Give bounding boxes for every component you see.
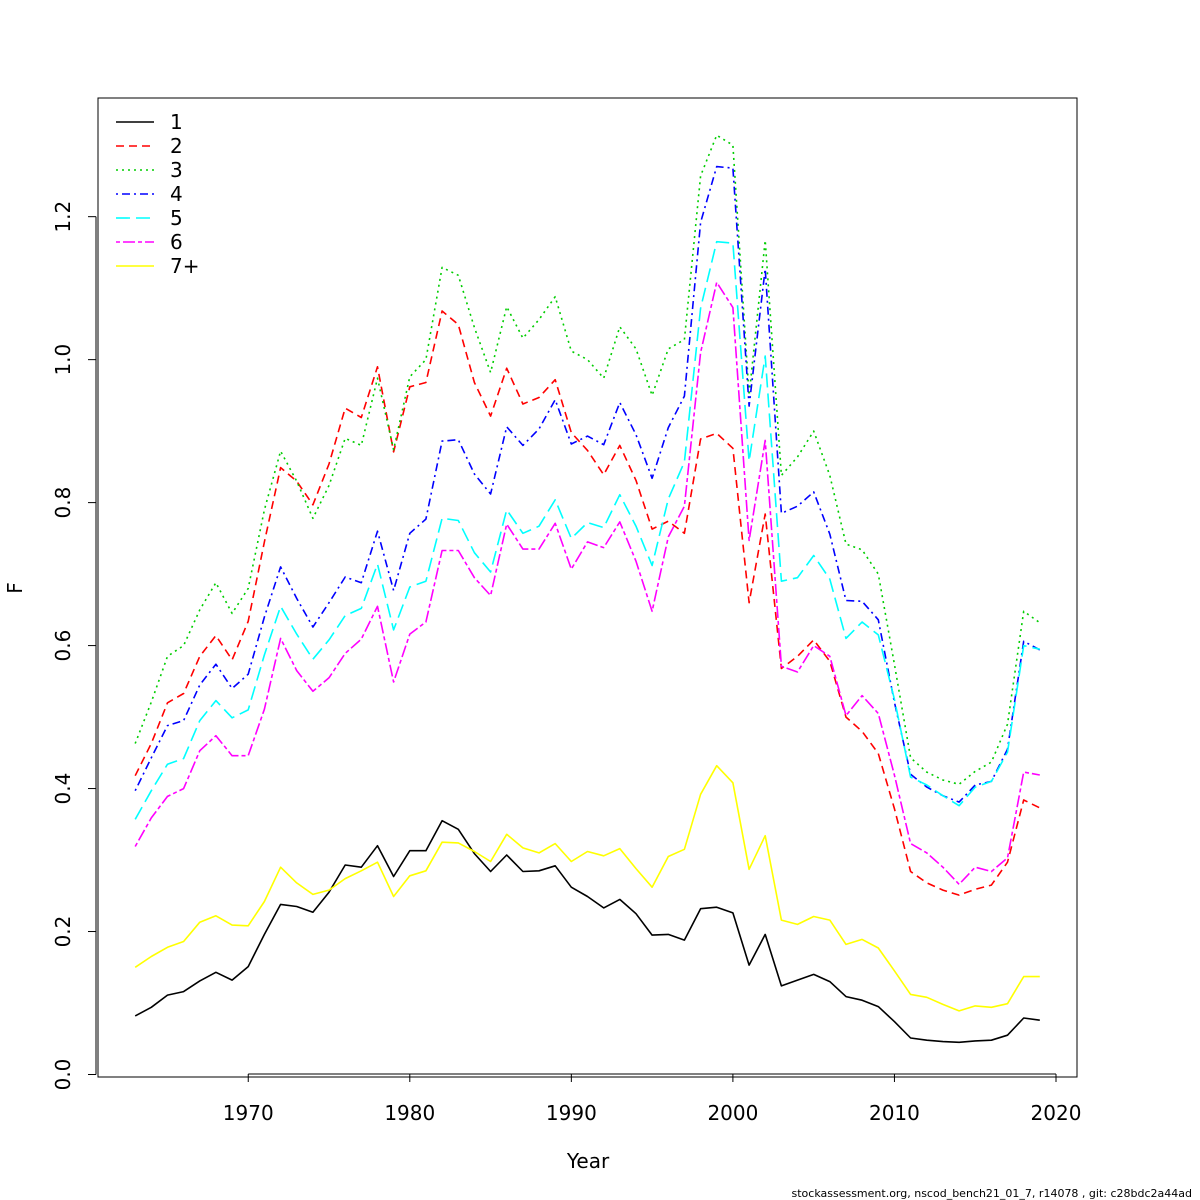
y-axis-label: F	[3, 582, 27, 594]
legend-label: 4	[170, 182, 183, 206]
y-tick-label: 0.6	[51, 630, 75, 662]
y-tick-label: 1.0	[51, 344, 75, 376]
legend-label: 5	[170, 206, 183, 230]
x-tick-label: 2000	[707, 1101, 758, 1125]
legend-label: 6	[170, 230, 183, 254]
legend-label: 1	[170, 110, 183, 134]
series-line-5	[134, 240, 1040, 820]
legend-label: 7+	[170, 254, 199, 278]
series-line-1	[134, 819, 1040, 1044]
x-tick-label: 2020	[1031, 1101, 1082, 1125]
y-axis: 0.0 0.2 0.4 0.6 0.8 1.0 1.2	[51, 201, 97, 1091]
legend-label: 2	[170, 134, 183, 158]
plot-box	[97, 97, 1078, 1078]
y-tick-label: 1.2	[51, 201, 75, 233]
x-tick-label: 1970	[223, 1101, 274, 1125]
x-axis-label: Year	[566, 1149, 610, 1173]
y-tick-label: 0.2	[51, 916, 75, 948]
series-line-3	[134, 134, 1041, 786]
y-tick-label: 0.8	[51, 487, 75, 519]
legend-label: 3	[170, 158, 183, 182]
series-line-7plus	[134, 764, 1040, 1012]
x-axis: 1970 1980 1990 2000 2010 2020	[223, 1073, 1082, 1125]
y-tick-label: 0.4	[51, 773, 75, 805]
x-tick-label: 1990	[546, 1101, 597, 1125]
series-layer	[134, 134, 1041, 1044]
series-line-2	[134, 310, 1041, 896]
x-tick-label: 1980	[384, 1101, 435, 1125]
y-tick-label: 0.0	[51, 1059, 75, 1091]
x-tick-label: 2010	[869, 1101, 920, 1125]
series-line-6	[134, 281, 1040, 886]
footer-text: stockassessment.org, nscod_bench21_01_7,…	[792, 1187, 1193, 1200]
